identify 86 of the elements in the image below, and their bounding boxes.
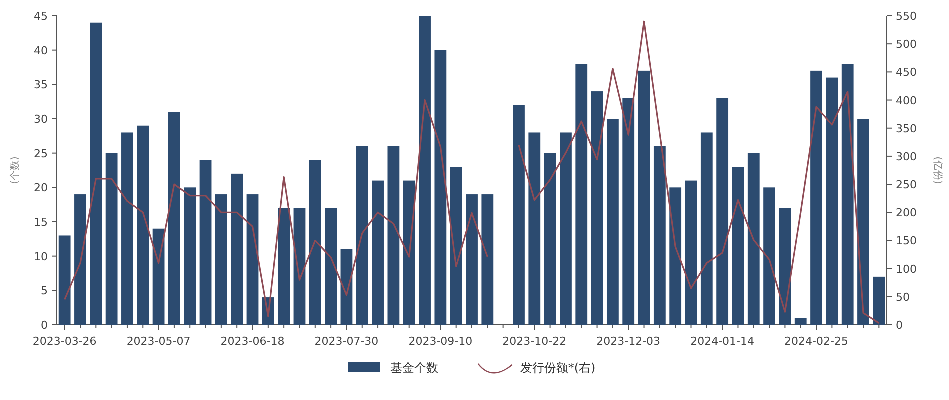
bar [560,132,572,325]
bar [482,194,494,325]
bar [309,160,322,325]
bar [90,22,102,325]
bar [106,153,118,325]
x-tick-label: 2023-07-30 [314,335,379,348]
bar [200,160,212,325]
x-tick-label: 2023-03-26 [32,335,97,348]
x-tick-label: 2024-02-25 [784,335,848,348]
y2-tick-label: 150 [896,234,917,248]
y2-tick-label: 500 [896,38,917,52]
legend-label: 发行份额*(右) [520,361,596,375]
bar [591,92,604,325]
y2-tick-label: 350 [896,122,917,136]
y2-tick-label: 50 [896,290,910,304]
y2-tick-label: 250 [896,178,917,192]
bar [716,98,729,325]
bar [278,208,290,325]
x-tick-label: 2024-01-14 [690,335,755,348]
y-tick-label: 15 [34,216,48,229]
y2-tick-label: 450 [896,66,917,80]
bar [294,208,306,325]
y-tick-label: 5 [41,284,48,298]
y-tick-label: 35 [34,78,48,92]
y-tick-label: 40 [34,44,48,58]
x-tick-label: 2023-05-07 [126,335,191,348]
bar [748,153,760,325]
y-tick-label: 45 [34,10,48,23]
bar [74,194,86,325]
x-tick-label: 2023-06-18 [220,335,285,348]
bar [184,188,196,325]
x-tick-label: 2023-12-03 [596,335,661,348]
x-tick-label: 2023-09-10 [408,335,473,348]
y-axis-title: (个数) [9,156,21,184]
bar [356,146,368,325]
bar [152,228,165,325]
y-tick-label: 0 [41,319,48,332]
bar [388,146,400,325]
bar [638,70,650,325]
bar [450,167,462,325]
bar [403,180,416,325]
bar [246,194,259,325]
y2-tick-label: 550 [896,10,917,23]
bar [122,132,134,325]
bar [779,208,792,325]
bar [137,126,150,325]
bar [231,174,244,325]
bar [873,276,886,325]
bar [764,188,776,325]
bar [168,112,180,325]
bar [528,132,541,325]
bar [58,236,71,325]
y-tick-label: 10 [34,250,48,264]
bar [810,70,822,325]
bar [372,180,384,325]
bar [576,64,588,325]
bar [325,208,338,325]
bar [513,105,525,325]
legend-label: 基金个数 [390,361,438,375]
y-tick-label: 20 [34,182,48,195]
bar [606,119,619,325]
bar [466,194,478,325]
bar [419,16,431,325]
y2-tick-label: 0 [896,319,903,332]
bar [670,188,682,325]
y2-tick-label: 300 [896,150,917,164]
y2-axis-title: (亿份) [932,156,943,184]
bar [858,119,870,325]
bar [732,167,744,325]
bar [826,78,838,325]
bar [215,194,228,325]
y2-tick-label: 400 [896,94,917,108]
bar [685,180,698,325]
bar [654,146,666,325]
bar [842,64,854,325]
y2-tick-label: 200 [896,206,917,220]
bar [544,153,556,325]
bar [700,132,713,325]
y-tick-label: 25 [34,147,48,160]
bar [794,318,807,325]
y2-tick-label: 100 [896,262,917,276]
bar [340,249,353,325]
y-tick-label: 30 [34,113,48,126]
x-tick-label: 2023-10-22 [502,335,567,348]
bar [622,98,635,325]
bar [434,50,447,325]
